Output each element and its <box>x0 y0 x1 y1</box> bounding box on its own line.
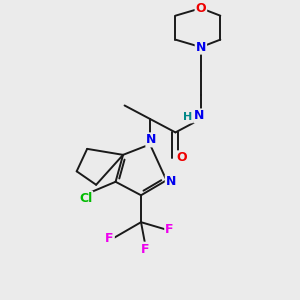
Text: O: O <box>177 151 187 164</box>
Text: N: N <box>146 134 157 146</box>
Text: O: O <box>196 2 206 15</box>
Text: N: N <box>166 175 176 188</box>
Text: F: F <box>141 243 150 256</box>
Text: N: N <box>194 110 205 122</box>
Text: Cl: Cl <box>79 192 92 205</box>
Text: F: F <box>165 223 174 236</box>
Text: F: F <box>105 232 114 245</box>
Text: H: H <box>183 112 192 122</box>
Text: N: N <box>196 40 206 54</box>
